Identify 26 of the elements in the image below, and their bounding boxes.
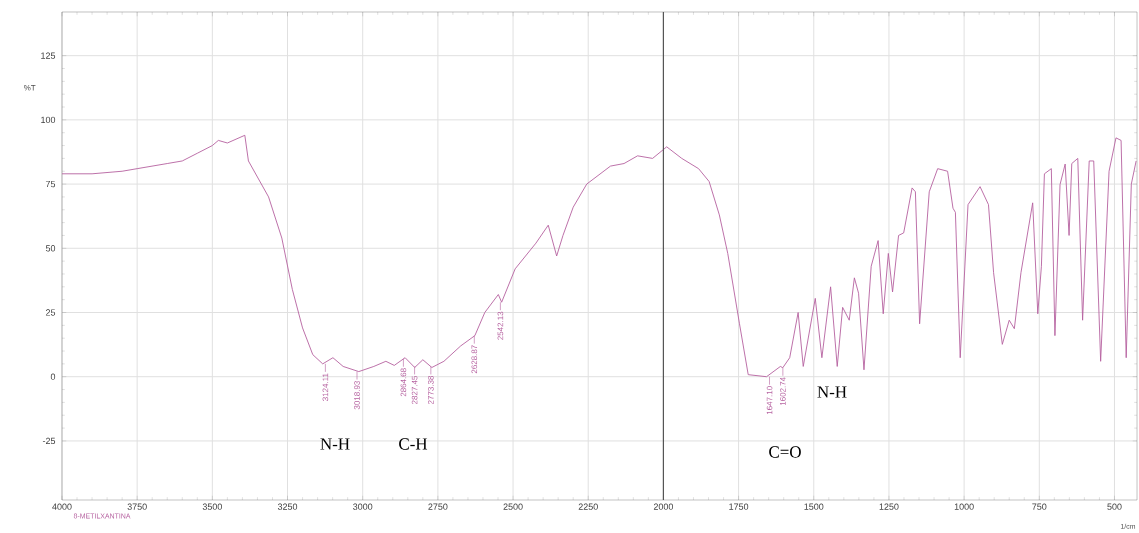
y-tick-label: 75: [45, 180, 56, 188]
annotation: N-H: [817, 386, 847, 398]
x-tick-label: 3000: [353, 503, 373, 510]
x-tick-label: 2000: [653, 503, 674, 510]
y-tick-label: 0: [50, 373, 56, 380]
x-tick-label: 2250: [578, 503, 598, 510]
x-tick-label: 3750: [127, 503, 147, 510]
y-tick-label: 125: [41, 52, 56, 59]
x-tick-label: 1750: [729, 503, 749, 510]
y-tick-label: 25: [45, 309, 56, 316]
x-tick-label: 2500: [503, 503, 523, 510]
x-tick-label: 4000: [52, 503, 72, 510]
annotation: C=O: [769, 446, 801, 458]
x-tick-label: 1000: [954, 503, 974, 510]
x-tick-label: 750: [1032, 503, 1047, 510]
x-tick-label: 1500: [804, 503, 824, 510]
x-tick-label: 1250: [879, 503, 899, 510]
annotation: C-H: [399, 438, 428, 450]
y-tick-label: 100: [41, 116, 56, 124]
x-tick-label: 500: [1107, 503, 1122, 510]
x-tick-label: 2750: [428, 503, 448, 510]
annotation: N-H: [320, 438, 350, 450]
y-tick-label: 50: [45, 245, 56, 252]
y-tick-label: -25: [42, 437, 56, 445]
x-tick-label: 3250: [277, 503, 298, 510]
x-tick-label: 3500: [202, 503, 222, 510]
